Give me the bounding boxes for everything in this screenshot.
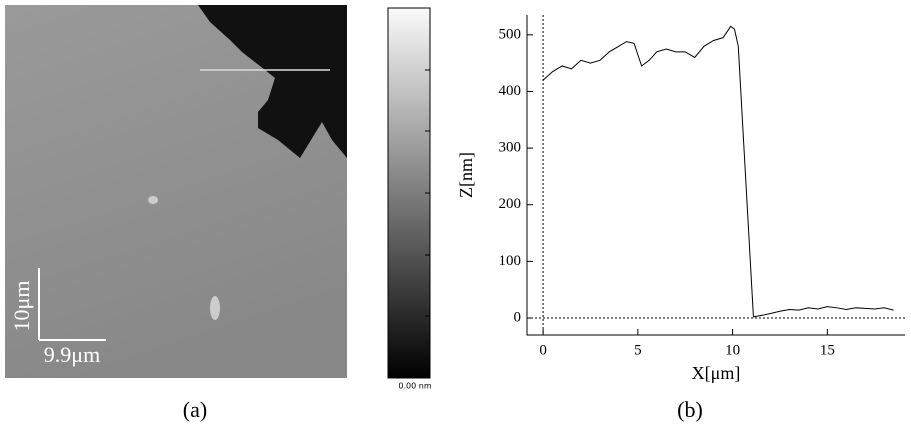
x-tick-label: 15: [820, 342, 835, 358]
scale-label: 10μm: [9, 281, 34, 332]
colorbar-label: 0.00 nm: [398, 382, 431, 391]
feature: [148, 196, 158, 204]
profile-line: [542, 25, 894, 318]
axes: [526, 15, 905, 336]
x-tick-label: 10: [725, 342, 740, 358]
y-tick-label: 200: [499, 196, 522, 212]
y-axis-label: Z[nm]: [456, 152, 476, 198]
afm-image: 10μm 9.9μm: [5, 5, 347, 378]
y-tick-label: 500: [499, 26, 522, 42]
x-tick-label: 5: [634, 342, 642, 358]
scale-label: 9.9μm: [44, 342, 100, 367]
x-tick-label: 0: [539, 342, 547, 358]
dark-region: [198, 5, 347, 158]
y-tick-label: 300: [499, 140, 522, 156]
panel-label: (b): [677, 397, 703, 422]
y-tick-label: 400: [499, 83, 522, 99]
y-tick-label: 0: [514, 309, 522, 325]
colorbar-rect: [387, 7, 431, 379]
y-tick-label: 100: [499, 253, 522, 269]
panel-label: (a): [183, 397, 207, 422]
profile-chart: 0 100 200 300 400 500 0 5 10 15 X[μm] Z[nm] (b): [456, 15, 905, 422]
x-axis-label: X[μm]: [692, 363, 741, 383]
colorbar: 0.00 nm: [387, 7, 432, 391]
feature: [210, 296, 220, 320]
colorbar-ticks: [425, 69, 430, 317]
